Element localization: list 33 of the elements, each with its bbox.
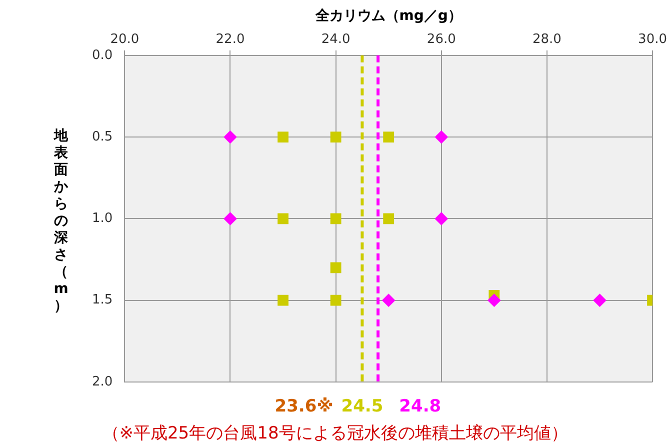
point (383, 213, 394, 224)
text: 23.6※ (274, 396, 334, 416)
point (330, 294, 342, 306)
y-tick-label: 1.5 (92, 292, 113, 308)
point (593, 294, 606, 307)
x-tick-label: 24.0 (321, 32, 350, 47)
x-tick-label: 22.0 (216, 32, 245, 47)
x-tick-label: 26.0 (426, 32, 456, 47)
y-tick-label: 1.0 (92, 211, 113, 226)
point (330, 213, 342, 224)
point (224, 130, 237, 144)
point (434, 130, 448, 144)
text: （※平成25年の台風18号による冠水後の堆積土壌の平均値） (102, 423, 568, 444)
point (434, 212, 448, 226)
y-tick-label: 0.5 (92, 129, 113, 144)
point (488, 294, 501, 307)
point (382, 294, 396, 307)
ref-line-label: 24.5 (341, 396, 384, 416)
x-tick-label: 30.0 (638, 32, 668, 47)
x-tick-label: 20.0 (110, 32, 140, 47)
point (330, 132, 342, 142)
point (278, 294, 288, 306)
x-tick-label: 28.0 (532, 32, 562, 47)
ref-line-label: 24.8 (399, 396, 442, 416)
y-tick-label: 2.0 (92, 374, 113, 390)
y-tick-label: 0.0 (92, 48, 113, 63)
point (224, 212, 237, 226)
point (278, 213, 288, 224)
x-axis-title: 全カリウム（mg／g） (314, 8, 462, 24)
text: 地表面からの深さ（m） (54, 128, 68, 314)
point (330, 262, 342, 274)
point (383, 132, 394, 142)
point (278, 132, 288, 142)
